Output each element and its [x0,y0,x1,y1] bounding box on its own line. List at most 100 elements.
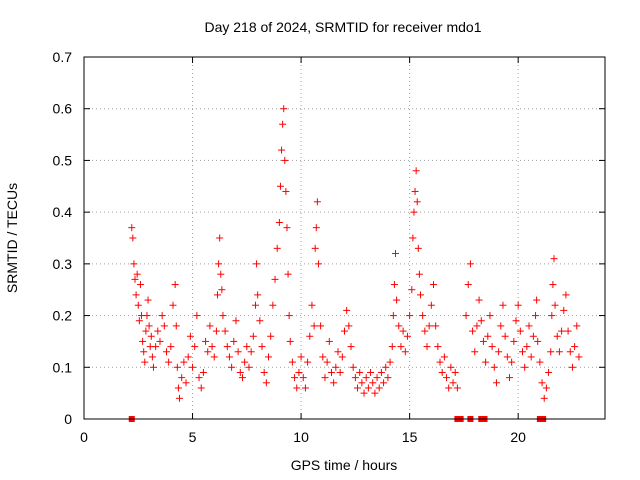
data-point [555,348,563,356]
data-point [343,306,351,314]
data-point [180,358,188,366]
data-point [443,374,451,382]
data-point [258,343,266,351]
data-point [423,343,431,351]
data-point [197,384,205,392]
data-point [523,343,531,351]
x-tick-label: 0 [80,429,88,445]
data-point [134,301,142,309]
data-point [534,337,542,345]
data-point [549,281,557,289]
data-point [545,368,553,376]
data-point [276,182,284,190]
axis-ticks: 0 0.1 0.2 0.3 0.4 0.5 0.6 0.7 0 5 10 15 20 [53,49,605,445]
data-point [382,363,390,371]
data-point [238,374,246,382]
data-point [256,317,264,325]
x-tick-label: 5 [189,429,197,445]
data-point [547,348,555,356]
data-point [267,332,275,340]
data-point [553,332,561,340]
data-point [413,198,421,206]
data-point [195,374,203,382]
data-point [193,312,201,320]
data-point [291,374,299,382]
data-point [253,260,261,268]
data-point [204,348,212,356]
y-tick-label: 0 [64,411,72,427]
data-point [288,358,296,366]
data-point [281,156,289,164]
data-point [286,337,294,345]
data-point [540,394,548,402]
data-point [189,363,197,371]
x-tick-label: 15 [402,429,418,445]
data-point [147,332,155,340]
data-point [566,348,574,356]
data-point [216,234,224,242]
data-point [280,105,288,113]
data-point [432,322,440,330]
data-point [377,368,385,376]
data-point [529,332,537,340]
data-point [212,327,220,335]
data-point [475,296,483,304]
data-point [356,368,364,376]
data-point [249,332,257,340]
data-point [336,368,344,376]
data-point [369,379,377,387]
data-point [149,363,157,371]
data-point [171,281,179,289]
plot-frame [83,56,606,420]
data-point [152,343,160,351]
data-point [482,358,490,366]
data-point [390,281,398,289]
data-point [254,291,262,299]
data-point [406,312,414,320]
data-point [225,353,233,361]
data-point [327,368,335,376]
data-point [293,384,301,392]
y-tick-label: 0.1 [53,359,73,375]
data-point [191,343,199,351]
data-point [174,384,182,392]
data-point [275,218,283,226]
data-point [445,384,453,392]
data-point [271,275,279,283]
data-point [236,368,244,376]
data-point [558,327,566,335]
data-point [479,337,487,345]
data-point [141,358,149,366]
data-point [367,368,375,376]
data-point [178,374,186,382]
data-point [371,389,379,397]
data-point [310,322,318,330]
data-point [341,327,348,335]
data-point [135,317,143,325]
data-point [438,368,446,376]
data-point [492,379,500,387]
data-point [130,260,138,268]
data-point [358,379,366,387]
data-point [176,394,184,402]
data-point [412,167,420,175]
data-point [131,275,139,283]
data-point [473,322,481,330]
data-point [384,374,392,382]
y-tick-label: 0.3 [53,256,73,272]
chart-title: Day 218 of 2024, SRMTID for receiver mdo… [204,19,481,35]
data-point [283,224,291,232]
data-point [284,270,292,278]
data-point [334,348,342,356]
x-axis-label: GPS time / hours [291,457,398,473]
data-point [488,343,496,351]
data-point [508,358,516,366]
data-point [512,317,520,325]
data-point [464,281,472,289]
data-point [143,312,151,320]
data-point [243,343,251,351]
data-point [265,353,273,361]
data-point [562,291,570,299]
data-point [393,296,401,304]
data-point [182,379,190,387]
